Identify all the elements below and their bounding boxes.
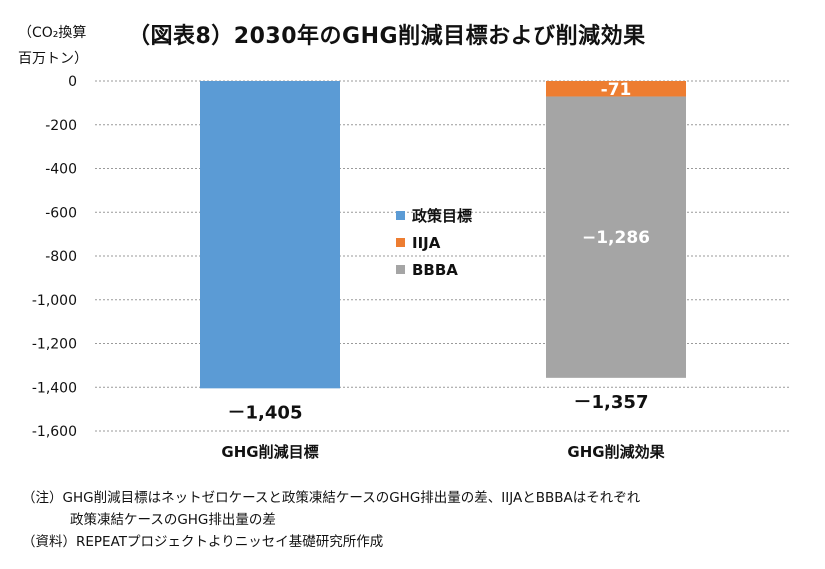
y-axis-ticks: 0 -200 -400 -600 -800 -1,000 -1,200 -1,400 -1,60… xyxy=(32,74,77,440)
bar-BBBA xyxy=(546,96,686,378)
bar-政策目標 xyxy=(200,81,340,389)
y-tick-label: -400 xyxy=(45,162,77,178)
y-tick-label: -1,000 xyxy=(32,293,77,309)
y-tick-label: -1,400 xyxy=(32,380,77,396)
x-tick-label: GHG削減目標 xyxy=(221,443,318,461)
legend-label: IIJA xyxy=(412,234,441,252)
x-tick-label: GHG削減効果 xyxy=(567,443,665,461)
data-labels: -71 −1,286 －1,405 －1,357 xyxy=(228,80,650,424)
note-line-2: 政策凍結ケースのGHG排出量の差 xyxy=(70,512,276,528)
legend-label: 政策目標 xyxy=(412,207,472,225)
total-label: －1,405 xyxy=(228,402,303,423)
segment-label: -71 xyxy=(601,80,632,100)
source-note: （資料）REPEATプロジェクトよりニッセイ基礎研究所作成 xyxy=(22,534,384,550)
unit-line-2: 百万トン） xyxy=(18,51,88,67)
unit-line-1: （CO₂換算 xyxy=(18,25,87,41)
total-label: －1,357 xyxy=(574,392,649,413)
legend-swatch xyxy=(396,211,405,220)
segment-label: −1,286 xyxy=(582,228,650,248)
y-tick-label: 0 xyxy=(68,74,77,90)
y-tick-label: -200 xyxy=(45,118,77,134)
bars xyxy=(200,81,686,389)
note-line-1: （注）GHG削減目標はネットゼロケースと政策凍結ケースのGHG排出量の差、IIJ… xyxy=(22,490,641,506)
legend-swatch xyxy=(396,238,405,247)
legend-label: BBBA xyxy=(412,261,458,279)
y-tick-label: -1,200 xyxy=(32,337,77,353)
legend: 政策目標 IIJA BBBA xyxy=(396,207,472,279)
y-tick-label: -800 xyxy=(45,249,77,265)
bar-IIJA xyxy=(546,81,686,97)
legend-swatch xyxy=(396,265,405,274)
y-tick-label: -600 xyxy=(45,205,77,221)
x-axis-ticks: GHG削減目標 GHG削減効果 xyxy=(221,443,665,461)
y-axis-unit: （CO₂換算 百万トン） xyxy=(18,20,88,72)
chart-title: （図表8）2030年のGHG削減目標および削減効果 xyxy=(128,24,646,49)
y-tick-label: -1,600 xyxy=(32,424,77,440)
